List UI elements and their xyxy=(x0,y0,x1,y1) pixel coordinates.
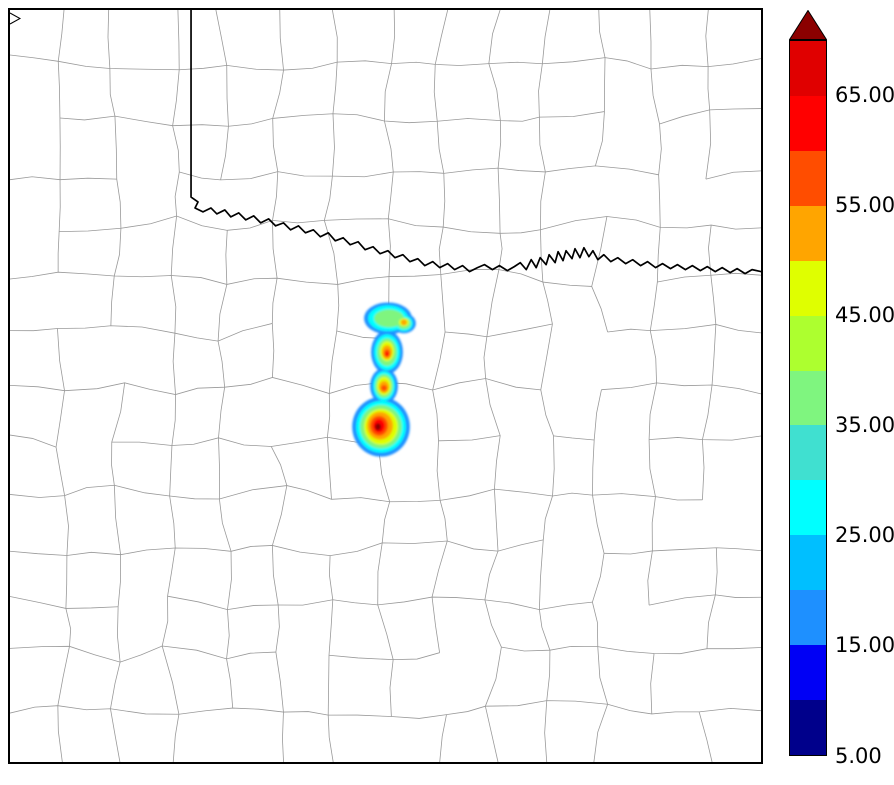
county-boundaries xyxy=(10,10,761,762)
colorbar-segment xyxy=(790,425,826,481)
colorbar-segment xyxy=(790,315,826,371)
map-panel xyxy=(8,8,763,764)
colorbar-segment xyxy=(790,205,826,261)
state-border-red-river xyxy=(190,10,761,275)
colorbar-segment xyxy=(790,590,826,646)
colorbar-tick-label: 25.00 xyxy=(835,523,894,548)
colorbar-tick-label: 65.00 xyxy=(835,82,894,107)
colorbar-segment xyxy=(790,95,826,151)
colorbar-tick-label: 55.00 xyxy=(835,192,894,217)
colorbar-scale xyxy=(789,40,827,756)
storm-reflectivity-cells xyxy=(352,302,416,457)
corner-marker-icon xyxy=(9,12,22,25)
colorbar-segment xyxy=(790,260,826,316)
colorbar-tick-label: 45.00 xyxy=(835,302,894,327)
colorbar-tick-label: 5.00 xyxy=(835,743,882,768)
colorbar-segment xyxy=(790,370,826,426)
colorbar-segment xyxy=(790,535,826,591)
colorbar-segment xyxy=(790,700,826,755)
colorbar-over-arrow xyxy=(789,10,827,40)
colorbar-segment xyxy=(790,41,826,96)
colorbar-segment xyxy=(790,480,826,536)
colorbar: 65.00 55.00 45.00 35.00 25.00 15.00 5.00 xyxy=(789,10,894,782)
map-canvas xyxy=(10,10,761,762)
colorbar-segment xyxy=(790,150,826,206)
colorbar-tick-label: 35.00 xyxy=(835,413,894,438)
colorbar-segment xyxy=(790,645,826,701)
colorbar-tick-label: 15.00 xyxy=(835,633,894,658)
